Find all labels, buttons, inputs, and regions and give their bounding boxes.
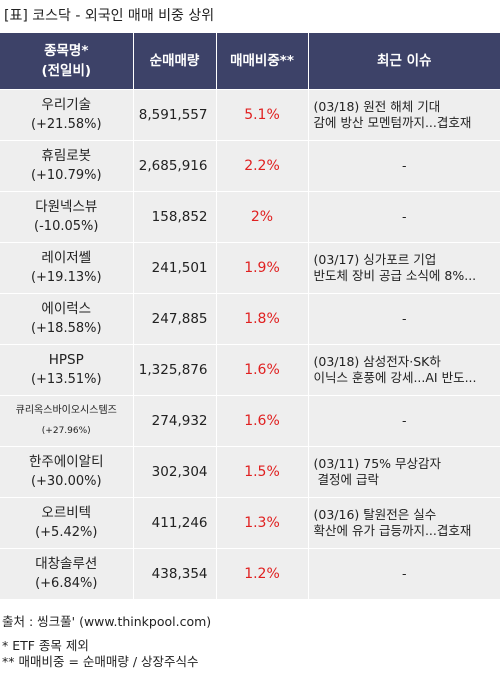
recent-issue[interactable]: (03/18) 원전 해체 기대 감에 방산 모멘텀까지...겹호재 bbox=[308, 89, 500, 141]
trading-ratio: 1.6% bbox=[216, 395, 309, 447]
issue-line2: 반도체 장비 공급 소식에 8%... bbox=[313, 268, 477, 283]
recent-issue: - bbox=[308, 293, 500, 345]
header-name-line2: (전일비) bbox=[41, 63, 92, 79]
net-volume: 8,591,557 bbox=[133, 89, 217, 141]
net-volume: 302,304 bbox=[133, 446, 217, 498]
trading-ratio: 2% bbox=[216, 191, 309, 243]
stock-name-cell: 우리기술 (+21.58%) bbox=[0, 89, 134, 141]
net-volume: 247,885 bbox=[133, 293, 217, 345]
issue-line2: 확산에 유가 급등까지...겹호재 bbox=[313, 523, 472, 538]
issue-line2: 이닉스 훈풍에 강세...AI 반도... bbox=[313, 370, 477, 385]
table-row: 한주에이알티 (+30.00%) 302,304 1.5% (03/11) 75% 무상… bbox=[0, 446, 500, 498]
table-header-row: 종목명* (전일비) 순매매량 매매비중** 최근 이슈 bbox=[0, 33, 500, 90]
issue-line1: (03/17) 싱가포르 기업 bbox=[313, 252, 437, 267]
stock-name[interactable]: 대창솔루션 bbox=[35, 556, 98, 572]
stock-name[interactable]: 휴림로봇 bbox=[41, 148, 92, 164]
trading-ratio: 1.5% bbox=[216, 446, 309, 498]
trading-ratio: 1.3% bbox=[216, 497, 309, 549]
table-row: 대창솔루션 (+6.84%) 438,354 1.2% - bbox=[0, 548, 500, 599]
table-row: 다원넥스뷰 (-10.05%) 158,852 2% - bbox=[0, 191, 500, 243]
issue-line1: (03/18) 삼성전자·SK하 bbox=[313, 354, 441, 369]
stock-name[interactable]: 레이저쎌 bbox=[41, 250, 92, 266]
stock-name[interactable]: 큐리옥스바이오시스템즈 bbox=[15, 405, 117, 416]
stock-name-cell: 대창솔루션 (+6.84%) bbox=[0, 548, 134, 599]
net-volume: 2,685,916 bbox=[133, 140, 217, 192]
stock-name[interactable]: 우리기술 bbox=[41, 97, 92, 113]
stock-name[interactable]: HPSP bbox=[48, 352, 84, 368]
stock-change: (+18.58%) bbox=[30, 321, 102, 336]
stock-change: (+21.58%) bbox=[30, 117, 102, 132]
issue-line1: - bbox=[401, 311, 407, 326]
table-row: 오르비텍 (+5.42%) 411,246 1.3% (03/16) 탈원전은 실수 확산… bbox=[0, 497, 500, 549]
stock-change: (+27.96%) bbox=[41, 426, 91, 436]
header-issue: 최근 이슈 bbox=[308, 33, 500, 90]
table-row: HPSP (+13.51%) 1,325,876 1.6% (03/18) 삼성전자·S… bbox=[0, 344, 500, 396]
page-title: [표] 코스닥 - 외국인 매매 비중 상위 bbox=[4, 8, 215, 24]
trading-ratio: 1.2% bbox=[216, 548, 309, 599]
stock-name-cell: 다원넥스뷰 (-10.05%) bbox=[0, 191, 134, 243]
stock-name-cell: 한주에이알티 (+30.00%) bbox=[0, 446, 134, 498]
net-volume: 158,852 bbox=[133, 191, 217, 243]
header-name: 종목명* (전일비) bbox=[0, 33, 134, 90]
table-row: 우리기술 (+21.58%) 8,591,557 5.1% (03/18) 원전 해체 … bbox=[0, 89, 500, 141]
stock-name-cell: 에이럭스 (+18.58%) bbox=[0, 293, 134, 345]
recent-issue[interactable]: (03/17) 싱가포르 기업 반도체 장비 공급 소식에 8%... bbox=[308, 242, 500, 294]
issue-line2: 감에 방산 모멘텀까지...겹호재 bbox=[313, 115, 472, 130]
net-volume: 1,325,876 bbox=[133, 344, 217, 396]
issue-line1: - bbox=[401, 158, 407, 173]
table-row: 에이럭스 (+18.58%) 247,885 1.8% - bbox=[0, 293, 500, 345]
issue-line2: 결정에 급락 bbox=[313, 472, 379, 487]
recent-issue: - bbox=[308, 140, 500, 192]
issue-line1: - bbox=[401, 209, 407, 224]
foreign-trading-table: 종목명* (전일비) 순매매량 매매비중** 최근 이슈 우리기술 (+21.58… bbox=[0, 33, 500, 599]
stock-change: (+13.51%) bbox=[30, 372, 102, 387]
stock-change: (+5.42%) bbox=[35, 525, 98, 540]
recent-issue: - bbox=[308, 395, 500, 447]
issue-line1: (03/11) 75% 무상감자 bbox=[313, 456, 442, 471]
recent-issue[interactable]: (03/11) 75% 무상감자 결정에 급락 bbox=[308, 446, 500, 498]
stock-name[interactable]: 한주에이알티 bbox=[28, 454, 104, 470]
footnote-etf: * ETF 종목 제외 bbox=[2, 638, 89, 653]
trading-ratio: 1.8% bbox=[216, 293, 309, 345]
stock-name[interactable]: 오르비텍 bbox=[41, 505, 92, 521]
footnote-ratio: ** 매매비중 = 순매매량 / 상장주식수 bbox=[2, 654, 199, 669]
stock-name-cell: 큐리옥스바이오시스템즈 (+27.96%) bbox=[0, 395, 134, 447]
net-volume: 241,501 bbox=[133, 242, 217, 294]
header-volume: 순매매량 bbox=[133, 33, 217, 90]
net-volume: 438,354 bbox=[133, 548, 217, 599]
stock-change: (+19.13%) bbox=[30, 270, 102, 285]
stock-name-cell: 휴림로봇 (+10.79%) bbox=[0, 140, 134, 192]
recent-issue[interactable]: (03/16) 탈원전은 실수 확산에 유가 급등까지...겹호재 bbox=[308, 497, 500, 549]
issue-line1: - bbox=[401, 413, 407, 428]
stock-name[interactable]: 다원넥스뷰 bbox=[35, 199, 98, 215]
header-ratio: 매매비중** bbox=[216, 33, 309, 90]
recent-issue: - bbox=[308, 548, 500, 599]
stock-change: (+6.84%) bbox=[35, 576, 98, 591]
stock-name[interactable]: 에이럭스 bbox=[41, 301, 92, 317]
source-note: 출처 : 씽크풀' (www.thinkpool.com) bbox=[2, 614, 212, 629]
trading-ratio: 1.9% bbox=[216, 242, 309, 294]
net-volume: 274,932 bbox=[133, 395, 217, 447]
net-volume: 411,246 bbox=[133, 497, 217, 549]
table-row: 휴림로봇 (+10.79%) 2,685,916 2.2% - bbox=[0, 140, 500, 192]
stock-change: (-10.05%) bbox=[34, 219, 99, 234]
header-name-line1: 종목명* bbox=[44, 43, 89, 59]
recent-issue[interactable]: (03/18) 삼성전자·SK하 이닉스 훈풍에 강세...AI 반도... bbox=[308, 344, 500, 396]
issue-line1: - bbox=[401, 566, 407, 581]
issue-line1: (03/18) 원전 해체 기대 bbox=[313, 99, 441, 114]
table-row: 큐리옥스바이오시스템즈 (+27.96%) 274,932 1.6% - bbox=[0, 395, 500, 447]
trading-ratio: 2.2% bbox=[216, 140, 309, 192]
recent-issue: - bbox=[308, 191, 500, 243]
table-row: 레이저쎌 (+19.13%) 241,501 1.9% (03/17) 싱가포르 기업 반… bbox=[0, 242, 500, 294]
stock-name-cell: 오르비텍 (+5.42%) bbox=[0, 497, 134, 549]
trading-ratio: 1.6% bbox=[216, 344, 309, 396]
issue-line1: (03/16) 탈원전은 실수 bbox=[313, 507, 437, 522]
stock-name-cell: 레이저쎌 (+19.13%) bbox=[0, 242, 134, 294]
stock-change: (+30.00%) bbox=[30, 474, 102, 489]
stock-change: (+10.79%) bbox=[30, 168, 102, 183]
trading-ratio: 5.1% bbox=[216, 89, 309, 141]
stock-name-cell: HPSP (+13.51%) bbox=[0, 344, 134, 396]
